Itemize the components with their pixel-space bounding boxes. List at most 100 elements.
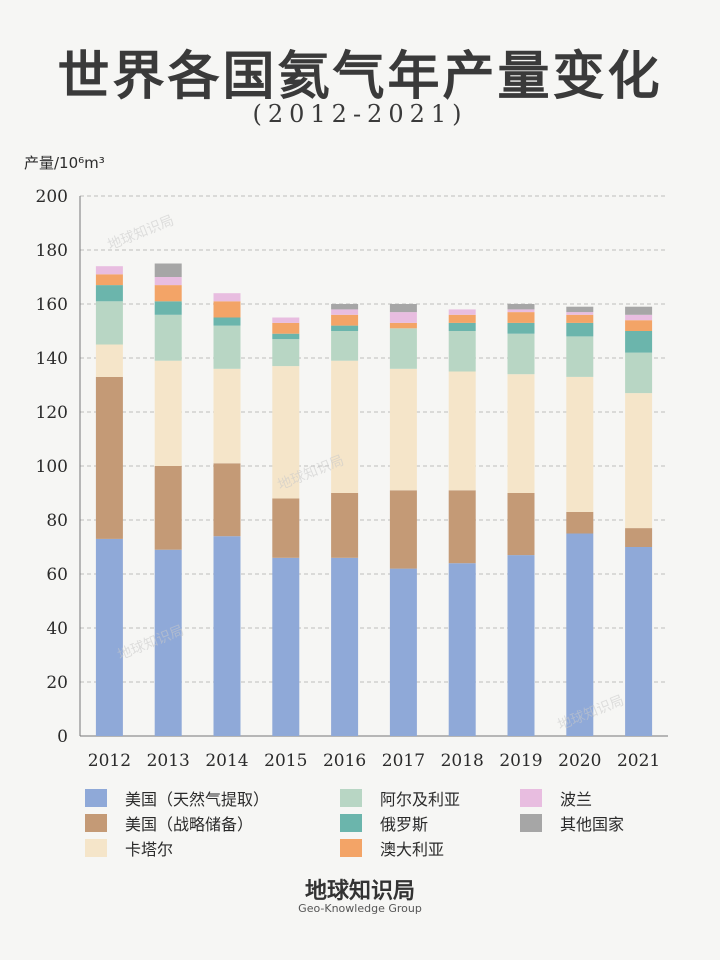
bar-segment: [625, 528, 653, 547]
bar-segment: [331, 557, 359, 736]
bar-segment: [566, 533, 594, 736]
legend-swatch: [520, 814, 542, 832]
bar-segment: [272, 317, 300, 323]
bar-segment: [507, 322, 535, 334]
bar-segment: [154, 301, 182, 315]
bar-segment: [95, 274, 123, 286]
bar-segment: [95, 301, 123, 345]
chart-subtitle: (2012-2021): [252, 100, 468, 128]
legend-item-australia: 澳大利亚: [340, 836, 444, 860]
bar-segment: [272, 366, 300, 499]
bar-segment: [507, 555, 535, 736]
bar-segment: [625, 547, 653, 736]
bar-segment: [389, 368, 417, 491]
x-tick-label: 2012: [88, 751, 131, 771]
bar-segment: [507, 493, 535, 556]
legend-label: 其他国家: [560, 815, 625, 834]
bar-segment: [566, 336, 594, 377]
bar-segment: [507, 333, 535, 375]
bar-segment: [213, 536, 241, 736]
bar-segment: [448, 309, 476, 315]
bar-segment: [331, 493, 359, 558]
y-tick-label: 200: [36, 187, 68, 207]
legend-item-russia: 俄罗斯: [340, 811, 428, 835]
bar-segment: [448, 563, 476, 736]
bar-segment: [566, 312, 594, 315]
footer-logo-subtext: Geo-Knowledge Group: [298, 902, 422, 915]
legend-swatch: [85, 814, 107, 832]
watermark-text: 地球知识局: [105, 212, 176, 254]
x-tick-label: 2020: [558, 751, 601, 771]
y-tick-label: 160: [36, 295, 68, 315]
bar-segment: [625, 352, 653, 394]
y-tick-label: 180: [36, 241, 68, 261]
bar-segment: [272, 557, 300, 736]
legend-item-poland: 波兰: [520, 786, 592, 810]
bar-segment: [331, 360, 359, 493]
legend-item-us-reserve: 美国（战略储备）: [85, 811, 253, 835]
x-tick-label: 2014: [205, 751, 248, 771]
bar-segment: [566, 314, 594, 323]
bar-segment: [507, 312, 535, 323]
bar-segment: [389, 328, 417, 369]
bar-segment: [566, 306, 594, 313]
legend-swatch: [340, 789, 362, 807]
legend-swatch: [340, 814, 362, 832]
legend-swatch: [85, 839, 107, 857]
bar-segment: [213, 463, 241, 537]
bar-segment: [507, 374, 535, 493]
bar-segment: [272, 322, 300, 334]
y-tick-label: 0: [57, 727, 68, 747]
bar-segment: [213, 301, 241, 318]
x-tick-label: 2021: [617, 751, 660, 771]
bar-segment: [448, 331, 476, 372]
y-tick-label: 140: [36, 349, 68, 369]
bar-segment: [625, 314, 653, 321]
stacked-bar-chart: 产量/10⁶m³ 0 20 40 60 80 100 120 140 160 180 200 2012 2…: [24, 154, 668, 771]
bar-segment: [507, 309, 535, 313]
bar-segment: [154, 263, 182, 277]
y-tick-label: 40: [46, 619, 68, 639]
bar-segment: [331, 331, 359, 361]
x-tick-label: 2017: [382, 751, 425, 771]
bar-segment: [448, 314, 476, 323]
bar-segment: [213, 317, 241, 326]
bar-segment: [331, 314, 359, 326]
legend-label: 卡塔尔: [125, 840, 174, 859]
legend-label: 俄罗斯: [380, 815, 429, 834]
bar-segment: [625, 393, 653, 529]
bar-segment: [95, 266, 123, 275]
x-tick-label: 2019: [499, 751, 542, 771]
x-tick-label: 2016: [323, 751, 366, 771]
bar-segment: [154, 466, 182, 550]
legend-item-qatar: 卡塔尔: [85, 836, 173, 860]
legend-label: 阿尔及利亚: [380, 790, 461, 809]
bar-segment: [213, 325, 241, 369]
bar-segment: [95, 344, 123, 377]
chart-legend: 美国（天然气提取） 美国（战略储备） 卡塔尔 阿尔及利亚 俄罗斯 澳大利亚 波兰…: [0, 780, 720, 860]
x-tick-label: 2018: [441, 751, 484, 771]
legend-swatch: [520, 789, 542, 807]
y-tick-label: 60: [46, 565, 68, 585]
bar-segment: [448, 371, 476, 491]
bar-segment: [154, 314, 182, 361]
bar-segment: [331, 304, 359, 310]
bar-segment: [389, 312, 417, 323]
legend-item-algeria: 阿尔及利亚: [340, 786, 460, 810]
bar-segment: [389, 322, 417, 329]
footer-logo-text: 地球知识局: [304, 878, 415, 904]
bar-segment: [625, 331, 653, 353]
bar-segment: [272, 333, 300, 340]
legend-swatch: [340, 839, 362, 857]
y-tick-label: 80: [46, 511, 68, 531]
bar-segment: [566, 376, 594, 512]
bar-segment: [272, 339, 300, 367]
y-tick-label: 120: [36, 403, 68, 423]
bar-segment: [389, 490, 417, 569]
bar-segment: [95, 376, 123, 539]
chart-title: 世界各国氦气年产量变化: [57, 46, 663, 107]
bar-segment: [154, 285, 182, 302]
bar-segment: [566, 322, 594, 337]
bar-segment: [389, 304, 417, 313]
bar-segment: [213, 368, 241, 464]
